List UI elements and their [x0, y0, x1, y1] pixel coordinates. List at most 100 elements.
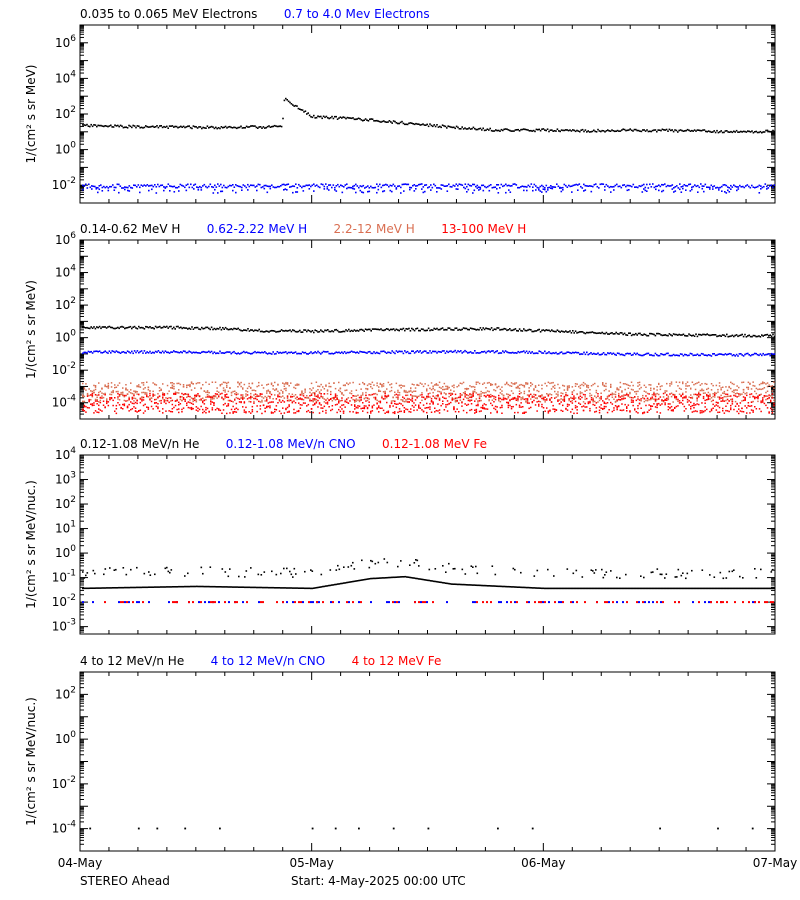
data-point [402, 327, 405, 330]
data-point [761, 186, 764, 189]
data-point [147, 408, 150, 410]
data-point [515, 386, 518, 389]
data-point [664, 390, 666, 392]
data-point [447, 351, 449, 354]
data-point [139, 398, 142, 400]
data-point [472, 394, 474, 396]
data-point [552, 130, 554, 132]
data-point [398, 410, 401, 413]
data-point [267, 383, 270, 385]
data-point [577, 130, 580, 132]
data-point [472, 352, 475, 354]
data-point [366, 411, 369, 414]
data-point [736, 389, 738, 391]
data-point [222, 404, 225, 406]
data-point [558, 387, 561, 389]
data-point [619, 353, 622, 356]
data-point [96, 394, 98, 396]
data-point [126, 393, 129, 395]
data-point [584, 398, 586, 400]
data-point [658, 184, 660, 186]
data-point [376, 408, 378, 410]
data-point [411, 391, 414, 393]
data-point [335, 190, 338, 192]
data-point [265, 126, 267, 129]
data-point [215, 352, 217, 355]
data-point [89, 351, 91, 353]
data-point [197, 382, 199, 384]
data-point [728, 352, 731, 355]
data-point [542, 396, 545, 399]
data-point [145, 185, 147, 187]
data-point [749, 335, 752, 338]
data-point [703, 185, 705, 187]
data-point [618, 405, 620, 408]
data-point [611, 392, 614, 394]
data-point [189, 384, 191, 387]
y-tick-label: 106 [55, 231, 76, 247]
data-point [214, 188, 216, 191]
data-point [550, 382, 553, 384]
data-point [221, 392, 223, 395]
data-point [177, 351, 179, 354]
data-point [232, 401, 234, 403]
data-point [613, 409, 615, 411]
data-point [291, 400, 294, 403]
data-point [427, 393, 430, 395]
data-point [699, 389, 702, 392]
data-point [429, 392, 431, 394]
data-point [171, 125, 174, 127]
data-point [194, 183, 197, 186]
data-point [163, 393, 166, 395]
data-point [253, 184, 255, 187]
data-point [114, 386, 116, 389]
data-point [469, 393, 471, 395]
data-point [773, 335, 776, 338]
data-point [565, 394, 567, 397]
data-point [234, 408, 236, 411]
data-point [632, 401, 634, 403]
data-point [544, 401, 546, 403]
data-point [755, 186, 758, 188]
data-point [430, 411, 433, 413]
data-point [106, 385, 108, 388]
y-tick-base: 10 [55, 298, 70, 312]
data-point [86, 123, 88, 126]
data-point [644, 333, 647, 336]
data-point [558, 352, 560, 355]
data-point [500, 183, 503, 186]
data-point [336, 411, 338, 414]
data-point [94, 350, 97, 353]
data-point [377, 185, 380, 188]
data-point [101, 395, 103, 397]
data-point [656, 404, 658, 406]
data-point [101, 186, 104, 189]
data-point [501, 406, 503, 409]
data-point [270, 401, 273, 403]
data-point [283, 99, 286, 102]
data-point [315, 402, 318, 404]
data-point [534, 404, 537, 406]
data-point [547, 189, 549, 191]
data-point [686, 385, 689, 387]
data-point [262, 126, 265, 128]
data-point [533, 393, 535, 396]
data-point [749, 186, 752, 189]
data-point [738, 353, 741, 355]
data-point [763, 131, 766, 133]
data-point [241, 186, 243, 189]
data-point [227, 404, 230, 407]
data-point [625, 334, 627, 336]
data-point [437, 126, 440, 128]
data-point [107, 385, 110, 388]
data-point [597, 352, 599, 354]
data-point [206, 407, 209, 410]
data-point [326, 390, 329, 392]
data-point [719, 186, 722, 189]
data-point [188, 350, 190, 353]
data-point [422, 404, 425, 406]
data-point [208, 395, 210, 397]
data-point [189, 399, 191, 401]
data-point [574, 330, 577, 332]
data-point [601, 183, 603, 185]
